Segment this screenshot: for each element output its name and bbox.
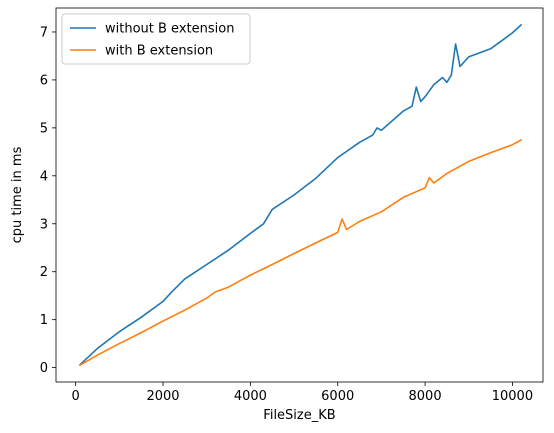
x-tick-label: 0 [72, 389, 80, 404]
x-tick-label: 6000 [321, 389, 354, 404]
legend-label: with B extension [105, 44, 213, 59]
legend: without B extension with B extension [61, 13, 251, 65]
x-axis-label: FileSize_KB [263, 408, 335, 423]
x-tick-label: 8000 [409, 389, 442, 404]
legend-label: without B extension [105, 22, 234, 37]
y-tick-label: 6 [40, 73, 48, 88]
y-tick-label: 4 [40, 169, 48, 184]
series-line-2 [79, 139, 523, 367]
y-axis: 0 1 2 3 4 5 6 7 [40, 25, 56, 376]
axes-frame [55, 7, 544, 383]
plot-area [79, 23, 523, 367]
y-tick-label: 5 [40, 121, 48, 136]
y-tick-label: 3 [40, 217, 48, 232]
y-tick-label: 7 [40, 25, 48, 40]
x-tick-label: 4000 [234, 389, 267, 404]
y-tick-label: 0 [40, 361, 48, 376]
x-tick-label: 10000 [492, 389, 533, 404]
x-tick-label: 2000 [146, 389, 179, 404]
series-line-1 [79, 23, 523, 366]
y-axis-label: cpu time in ms [10, 146, 25, 243]
legend-box [61, 13, 251, 65]
y-tick-label: 2 [40, 265, 48, 280]
y-tick-label: 1 [40, 313, 48, 328]
x-axis: 0 2000 4000 6000 8000 10000 [72, 382, 533, 404]
